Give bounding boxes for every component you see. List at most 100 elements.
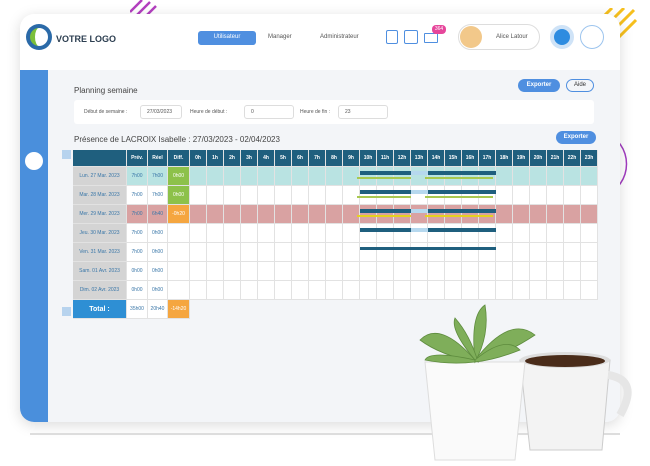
- hour-cell: [309, 186, 326, 205]
- hour-cell: [394, 243, 411, 262]
- hour-cell: [496, 186, 513, 205]
- nav-manager[interactable]: Manager: [268, 34, 292, 40]
- row-prev: 7h00: [127, 205, 148, 224]
- hour-header: 17h: [479, 150, 496, 167]
- hour-cell: [496, 262, 513, 281]
- hour-cell: [224, 262, 241, 281]
- row-prev: 7h00: [127, 243, 148, 262]
- hour-cell: [326, 281, 343, 300]
- hour-cell: [241, 205, 258, 224]
- hour-cell: [581, 224, 598, 243]
- notification-badge: 364: [432, 25, 446, 34]
- logout-button[interactable]: [580, 25, 604, 49]
- hour-cell: [411, 262, 428, 281]
- hour-header: 14h: [428, 150, 445, 167]
- hour-cell: [292, 224, 309, 243]
- end-select[interactable]: 23: [338, 105, 388, 119]
- row-diff: [168, 224, 190, 243]
- hour-cell: [564, 243, 581, 262]
- scroll-up[interactable]: [62, 150, 71, 159]
- hour-cell: [258, 167, 275, 186]
- hour-cell: [394, 224, 411, 243]
- hour-cell: [241, 243, 258, 262]
- hour-cell: [377, 281, 394, 300]
- hour-cell: [241, 167, 258, 186]
- icon-calendar[interactable]: [404, 30, 418, 44]
- row-diff: [168, 262, 190, 281]
- hour-cell: [445, 262, 462, 281]
- nav-user[interactable]: Utilisateur: [198, 31, 256, 45]
- hour-cell: [292, 262, 309, 281]
- hour-cell: [190, 205, 207, 224]
- hour-cell: [530, 167, 547, 186]
- gantt-bar: [428, 209, 496, 213]
- gantt-bar: [360, 228, 411, 232]
- hour-header: 3h: [241, 150, 258, 167]
- hour-cell: [224, 186, 241, 205]
- help-button[interactable]: Aide: [566, 79, 594, 92]
- refresh-button[interactable]: [550, 25, 574, 49]
- app-window: VOTRE LOGO Utilisateur Manager Administr…: [20, 14, 620, 422]
- user-pill[interactable]: [458, 24, 540, 50]
- hour-cell: [207, 224, 224, 243]
- hour-cell: [530, 186, 547, 205]
- hour-cell: [207, 186, 224, 205]
- hour-header: 6h: [292, 150, 309, 167]
- row-date: Sam. 01 Avr. 2023: [73, 262, 127, 281]
- export-button[interactable]: Exporter: [518, 79, 560, 92]
- hour-cell: [411, 243, 428, 262]
- gantt-bar: [411, 228, 428, 232]
- row-prev: 7h00: [127, 224, 148, 243]
- hour-cell: [343, 186, 360, 205]
- gantt-bar: [428, 190, 496, 194]
- hour-cell: [309, 243, 326, 262]
- hour-cell: [224, 243, 241, 262]
- hour-cell: [360, 243, 377, 262]
- row-prev: 0h00: [127, 281, 148, 300]
- hour-cell: [530, 262, 547, 281]
- hour-cell: [564, 224, 581, 243]
- hour-cell: [190, 262, 207, 281]
- hour-cell: [309, 262, 326, 281]
- scroll-down[interactable]: [62, 307, 71, 316]
- hour-cell: [513, 281, 530, 300]
- hour-cell: [224, 224, 241, 243]
- hour-header: 11h: [377, 150, 394, 167]
- hour-cell: [343, 281, 360, 300]
- hour-cell: [581, 262, 598, 281]
- hour-cell: [360, 262, 377, 281]
- hour-cell: [326, 186, 343, 205]
- hour-cell: [513, 205, 530, 224]
- hour-header: 9h: [343, 150, 360, 167]
- row-real: 0h00: [148, 281, 168, 300]
- export-button[interactable]: Exporter: [556, 131, 596, 144]
- icon-doc[interactable]: [386, 30, 398, 44]
- hour-cell: [275, 167, 292, 186]
- sidebar: [20, 70, 48, 422]
- hour-cell: [326, 224, 343, 243]
- hour-cell: [258, 262, 275, 281]
- hour-cell: [343, 167, 360, 186]
- hour-header: 18h: [496, 150, 513, 167]
- hour-header: 5h: [275, 150, 292, 167]
- hour-header: 19h: [513, 150, 530, 167]
- hour-cell: [479, 224, 496, 243]
- column-header: Réel: [148, 150, 168, 167]
- gantt-bar: [360, 209, 411, 213]
- sidebar-active[interactable]: [25, 152, 43, 170]
- gantt-bar: [360, 171, 411, 175]
- header-cell: [73, 150, 127, 167]
- total-diff: -14h20: [168, 300, 190, 319]
- row-real: 0h00: [148, 262, 168, 281]
- hour-cell: [496, 167, 513, 186]
- gantt-line: [424, 177, 493, 179]
- hour-cell: [309, 205, 326, 224]
- gantt-bar: [428, 228, 496, 232]
- row-diff: 0h00: [168, 167, 190, 186]
- start-select[interactable]: 0: [244, 105, 294, 119]
- icon-mail[interactable]: [424, 33, 438, 43]
- hour-header: 4h: [258, 150, 275, 167]
- nav-admin[interactable]: Administrateur: [320, 34, 359, 40]
- week-input[interactable]: 27/03/2023: [140, 105, 182, 119]
- hour-cell: [428, 243, 445, 262]
